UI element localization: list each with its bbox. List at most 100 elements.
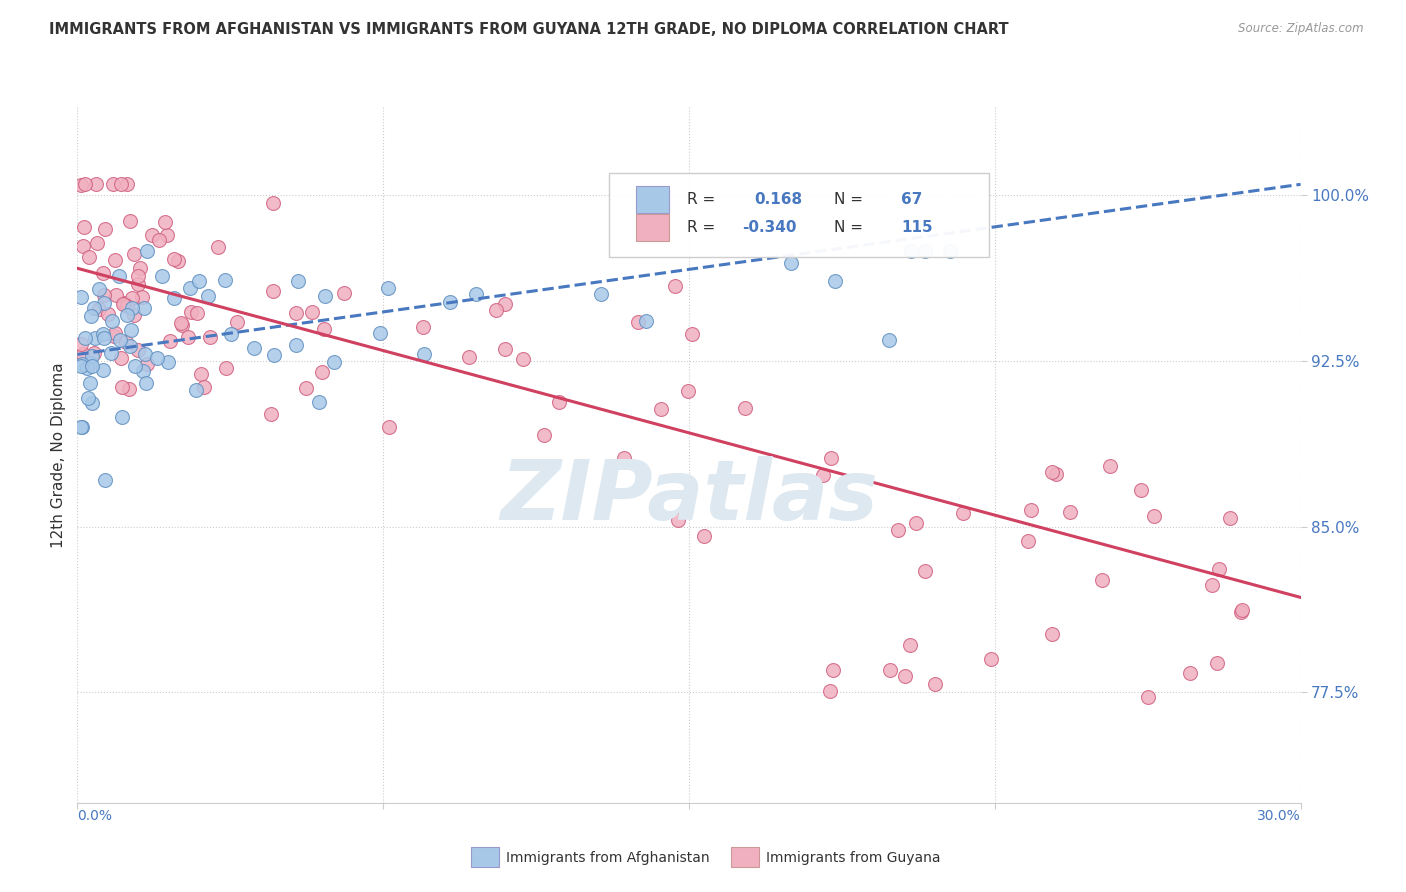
Point [120,214,142,228]
Point [263,348,285,362]
Point [1230,602,1253,616]
Point [176,330,198,344]
FancyBboxPatch shape [637,214,669,241]
Point [122,309,145,323]
Point [132,364,155,378]
Point [93,288,115,302]
Point [187,274,209,288]
Point [127,277,149,292]
Point [284,338,307,352]
Point [82,359,104,374]
FancyBboxPatch shape [637,186,669,213]
Point [1091,574,1114,588]
Point [900,244,922,258]
Point [127,269,149,284]
Point [129,261,152,276]
Point [111,297,134,311]
Point [89,283,111,297]
Point [135,376,157,391]
Point [938,244,960,258]
Text: Source: ZipAtlas.com: Source: ZipAtlas.com [1239,22,1364,36]
Point [877,333,900,347]
Point [692,529,714,543]
Point [115,178,138,192]
Point [170,316,193,330]
Point [124,359,146,373]
Point [94,222,117,236]
Point [118,382,141,396]
Text: N =: N = [834,220,868,235]
Point [734,401,756,416]
Point [894,669,917,683]
Text: Immigrants from Guyana: Immigrants from Guyana [766,851,941,865]
Point [464,287,486,301]
Point [72,239,94,253]
Point [879,663,901,677]
Point [413,347,436,361]
Point [72,347,94,361]
Point [117,308,139,322]
Point [650,402,672,417]
Point [904,516,927,530]
Point [150,268,173,283]
Point [117,299,139,313]
Point [368,326,391,341]
Point [79,376,101,390]
Point [613,450,636,465]
Point [190,368,212,382]
Point [101,178,124,192]
Point [93,296,115,310]
Point [83,345,105,359]
Point [1017,534,1039,549]
Point [70,419,93,434]
Point [214,273,236,287]
Point [70,359,93,374]
Point [111,380,134,394]
Point [131,290,153,304]
Point [115,335,138,350]
Point [1219,511,1241,525]
Point [1040,626,1063,640]
Point [823,663,845,677]
Point [664,279,686,293]
Point [105,288,128,302]
FancyBboxPatch shape [609,173,988,257]
Point [141,227,163,242]
Point [156,355,179,369]
Point [1201,578,1223,592]
Point [120,339,142,353]
Point [180,305,202,319]
Point [112,295,135,310]
Point [627,315,650,329]
Point [146,351,169,365]
Point [134,347,156,361]
Point [824,274,846,288]
Point [780,256,803,270]
Point [636,314,658,328]
Point [135,244,157,258]
Point [980,652,1002,666]
Point [924,676,946,690]
Point [186,306,208,320]
Point [108,333,131,347]
Point [1021,503,1043,517]
Point [533,428,555,442]
Point [163,291,186,305]
Text: 67: 67 [901,192,922,207]
Point [412,319,434,334]
Point [80,310,103,324]
Point [323,355,346,369]
Point [284,306,307,320]
Point [91,363,114,377]
Point [134,301,156,316]
Point [1059,505,1081,519]
Point [295,381,318,395]
Point [179,281,201,295]
Point [1129,483,1152,497]
Point [70,420,93,434]
Text: R =: R = [688,192,720,207]
Point [80,396,103,410]
Text: 115: 115 [901,220,934,235]
Point [1143,509,1166,524]
Point [485,303,508,318]
